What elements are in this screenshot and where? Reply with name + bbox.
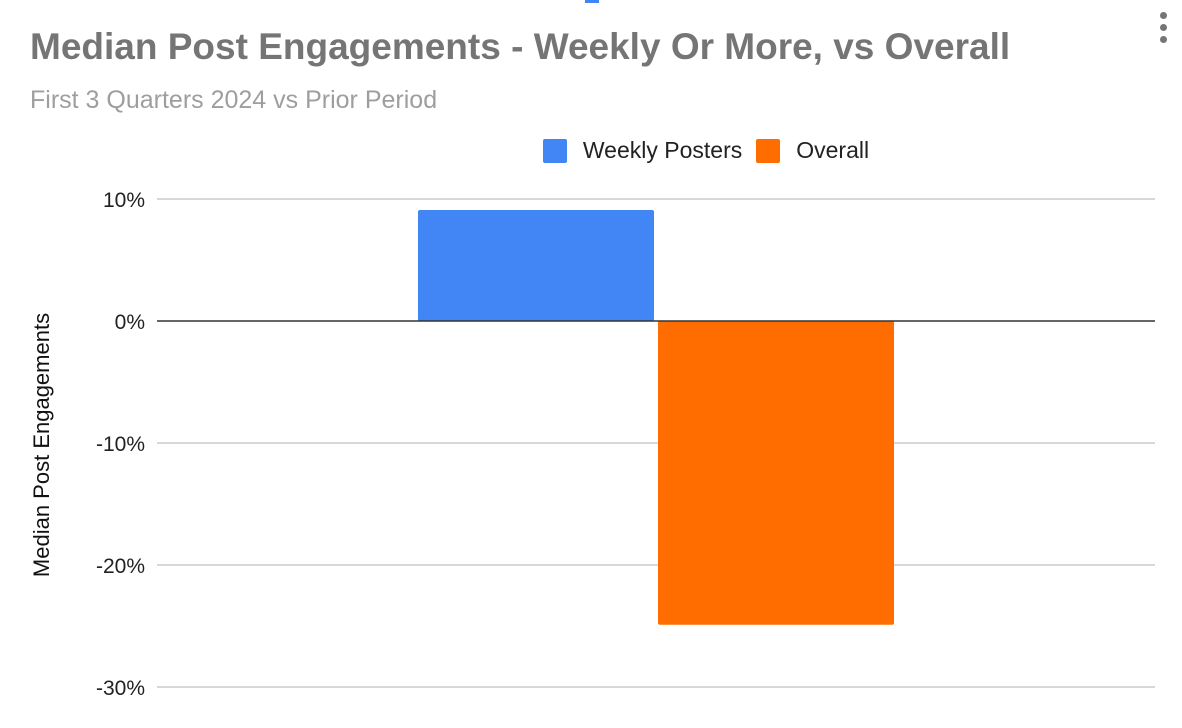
y-tick-label: 0%: [115, 311, 145, 334]
chart-title: Median Post Engagements - Weekly Or More…: [30, 26, 1011, 67]
legend-swatch: [756, 138, 781, 163]
more-vert-icon[interactable]: [1154, 10, 1174, 46]
bar-weekly-posters[interactable]: [417, 209, 654, 321]
bar-overall[interactable]: [658, 321, 895, 625]
legend: Weekly Posters Overall: [0, 137, 1182, 164]
chart-subtitle: First 3 Quarters 2024 vs Prior Period: [30, 86, 438, 114]
legend-item-weekly-posters[interactable]: Weekly Posters: [542, 137, 743, 164]
y-tick-label: -10%: [96, 433, 145, 456]
legend-swatch: [542, 138, 567, 163]
legend-label: Weekly Posters: [582, 137, 743, 163]
y-tick-label: 10%: [103, 189, 145, 212]
selection-marker: [585, 0, 599, 3]
legend-label: Overall: [796, 137, 870, 163]
legend-item-overall[interactable]: Overall: [756, 137, 869, 164]
y-tick-label: -30%: [96, 677, 145, 700]
y-tick-label: -20%: [96, 555, 145, 578]
